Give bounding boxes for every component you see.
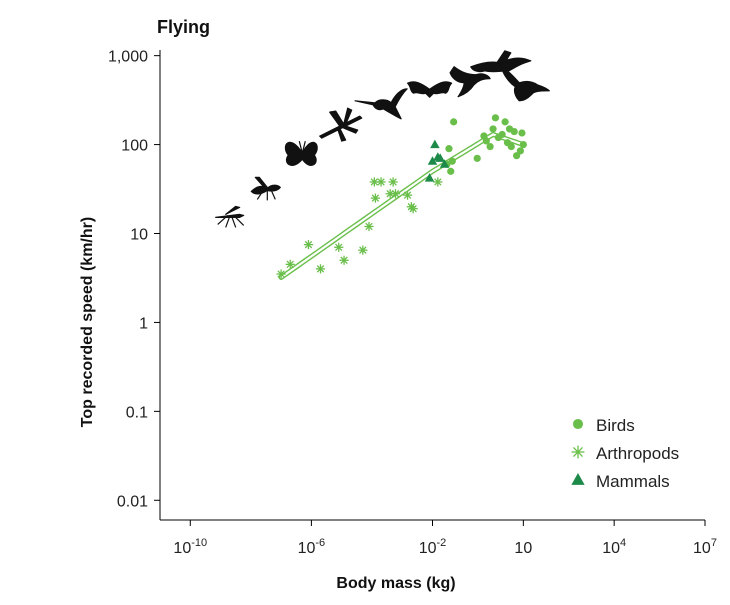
x-axis-label: Body mass (kg) — [336, 575, 455, 592]
birds-point — [491, 114, 500, 122]
x-tick-label: 10-2 — [419, 537, 447, 557]
butterfly-silhouette — [284, 141, 318, 166]
asterisk-stroke — [389, 178, 397, 186]
arthropods-point — [370, 193, 380, 203]
birds-point — [519, 140, 527, 149]
arthropods-point — [303, 240, 314, 250]
mammals-point — [439, 159, 450, 168]
y-tick-label: 0.1 — [126, 404, 148, 421]
y-tick-label: 1,000 — [108, 49, 148, 66]
asterisk-stroke — [371, 194, 380, 202]
asterisk-stroke — [286, 260, 294, 269]
legend-birds-label: Birds — [596, 416, 635, 435]
goose-silhouette — [470, 50, 532, 73]
asterisk-stroke — [277, 270, 285, 278]
arthropods-point — [285, 259, 295, 269]
asterisk-stroke — [359, 246, 367, 254]
legend: Birds Arthropods Mammals — [571, 416, 679, 491]
trend-line — [278, 131, 526, 280]
legend-arthropods-marker — [571, 445, 585, 459]
arthropods-point — [390, 189, 401, 199]
birds-point — [510, 127, 518, 136]
trend-line-inner — [280, 133, 525, 279]
arthropods-point — [358, 245, 368, 255]
arthropods-point — [388, 177, 398, 187]
swift-silhouette — [449, 66, 491, 98]
asterisk-stroke — [572, 446, 584, 458]
y-tick-label: 100 — [121, 138, 148, 155]
y-tick-label: 0.01 — [117, 493, 148, 510]
x-tick-label: 107 — [693, 537, 717, 557]
asterisk-stroke — [409, 205, 417, 213]
series-birds — [443, 114, 527, 175]
asterisk-stroke — [335, 243, 343, 251]
x-tick-label: 10-10 — [173, 537, 207, 557]
arthropods-point — [315, 264, 326, 274]
arthropods-point — [433, 177, 443, 187]
birds-point — [486, 142, 494, 151]
bat-silhouette — [407, 81, 453, 98]
birds-point — [447, 167, 455, 175]
y-tick-label: 1 — [139, 315, 148, 332]
birds-point — [450, 118, 458, 126]
series-mammals — [424, 139, 450, 182]
birds-point — [482, 137, 490, 145]
legend-mammals-marker — [571, 473, 585, 485]
arthropods-point — [339, 255, 349, 265]
arthropods-point — [376, 177, 386, 187]
y-tick-label: 10 — [130, 227, 148, 244]
birds-point — [473, 154, 481, 162]
data-points — [276, 114, 527, 279]
birds-point — [513, 152, 521, 160]
mammals-point — [424, 173, 435, 182]
legend-arthropods-label: Arthropods — [596, 444, 679, 463]
birds-point — [501, 118, 509, 126]
asterisk-stroke — [340, 256, 348, 264]
axes: 0.01 0.1 1 10 100 1,000 10-10 10-6 10-2 10 104 107 — [108, 49, 717, 557]
arthropods-point — [334, 242, 344, 252]
mammals-point — [427, 156, 438, 165]
birds-point — [448, 157, 456, 165]
hummingbird-silhouette — [354, 88, 408, 120]
arthropods-point — [364, 221, 374, 232]
legend-birds-marker — [572, 418, 584, 430]
x-tick-label: 10-6 — [298, 537, 326, 557]
legend-mammals-label: Mammals — [596, 472, 670, 491]
arthropods-point — [276, 269, 286, 279]
y-axis-label: Top recorded speed (km/hr) — [79, 217, 96, 427]
birds-point — [498, 130, 506, 139]
asterisk-stroke — [304, 240, 313, 249]
asterisk-stroke — [365, 222, 373, 231]
series-arthropods — [276, 177, 443, 279]
birds-point — [489, 125, 497, 133]
x-tick-label: 104 — [602, 537, 626, 557]
birds-point — [507, 142, 515, 151]
asterisk-stroke — [434, 178, 442, 186]
asterisk-stroke — [370, 178, 379, 186]
birds-point — [516, 147, 524, 155]
birds-point — [518, 129, 526, 137]
wasp-silhouette — [250, 176, 281, 201]
mammals-point — [430, 139, 440, 149]
dragonfly-silhouette — [319, 107, 363, 142]
mammals-point — [435, 153, 445, 162]
asterisk-stroke — [377, 178, 385, 186]
falcon-silhouette — [500, 66, 550, 102]
silhouette-layer — [215, 50, 550, 228]
asterisk-stroke — [403, 191, 412, 199]
asterisk-stroke — [316, 265, 325, 273]
arthropods-point — [408, 204, 418, 214]
birds-point — [445, 145, 453, 153]
chart-title: Flying — [157, 17, 210, 37]
trend-line-outer — [278, 131, 526, 280]
mosquito-silhouette — [215, 205, 245, 228]
x-tick-label: 10 — [514, 540, 532, 557]
asterisk-stroke — [391, 190, 400, 198]
arthropods-point — [402, 190, 413, 200]
asterisk-stroke — [386, 190, 394, 198]
